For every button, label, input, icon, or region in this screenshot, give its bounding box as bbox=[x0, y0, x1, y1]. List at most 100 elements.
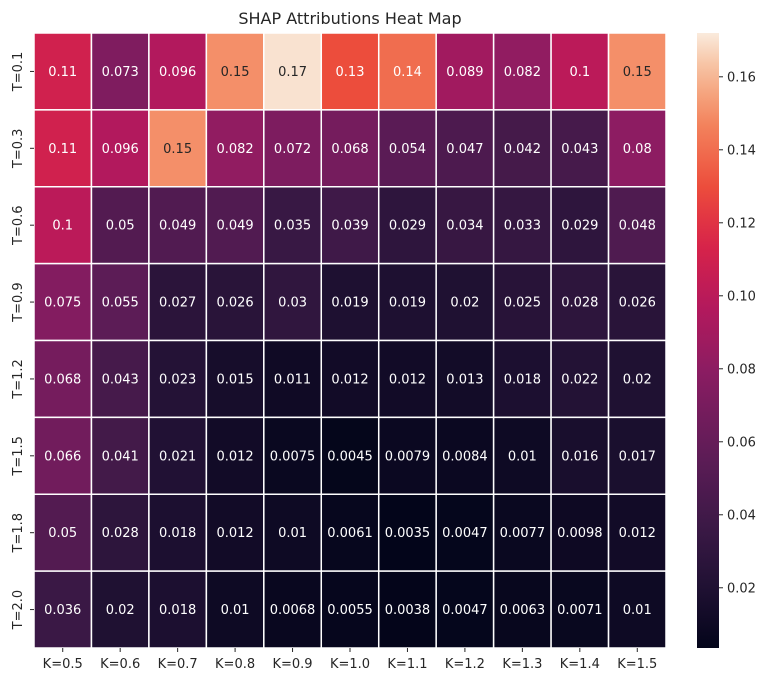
cell-value-label: 0.017 bbox=[619, 449, 656, 464]
heatmap-cell bbox=[492, 339, 552, 419]
heatmap-cell bbox=[377, 262, 437, 342]
cell-value-label: 0.0084 bbox=[442, 449, 488, 464]
heatmap-cell bbox=[205, 570, 265, 649]
y-tick-label: T=0.3 bbox=[11, 129, 26, 170]
cell-value-label: 0.02 bbox=[106, 603, 135, 618]
x-tick-label: K=0.5 bbox=[43, 657, 83, 672]
cell-value-label: 0.029 bbox=[561, 219, 598, 234]
colorbar: 0.02 0.04 0.06 0.08 0.10 0.12 0.14 0.16 bbox=[697, 33, 756, 648]
cell-value-label: 0.068 bbox=[331, 142, 368, 157]
cell-value-label: 0.039 bbox=[331, 219, 368, 234]
heatmap-cell bbox=[33, 32, 93, 111]
cell-value-label: 0.15 bbox=[623, 65, 652, 80]
cell-value-label: 0.019 bbox=[389, 296, 426, 311]
x-tick-label: K=1.5 bbox=[617, 657, 657, 672]
heatmap-cell bbox=[148, 339, 208, 419]
cell-value-label: 0.0047 bbox=[442, 526, 488, 541]
cell-value-label: 0.072 bbox=[274, 142, 311, 157]
cell-value-label: 0.096 bbox=[102, 142, 139, 157]
x-tick-label: K=1.2 bbox=[445, 657, 485, 672]
cell-value-label: 0.05 bbox=[106, 219, 135, 234]
heatmap-cell bbox=[377, 493, 437, 572]
y-tick-label: T=1.2 bbox=[11, 359, 26, 400]
heatmap-cell bbox=[607, 339, 667, 419]
cell-value-label: 0.0045 bbox=[327, 449, 373, 464]
x-tick-label: K=0.6 bbox=[100, 657, 140, 672]
heatmap-cell bbox=[492, 493, 552, 572]
cell-value-label: 0.034 bbox=[446, 219, 483, 234]
colorbar-tick-label: 0.02 bbox=[727, 581, 756, 596]
cell-value-label: 0.01 bbox=[221, 603, 250, 618]
heatmap-cell bbox=[263, 339, 323, 419]
cell-value-label: 0.11 bbox=[48, 142, 77, 157]
heatmap-cell bbox=[607, 262, 667, 342]
cell-value-label: 0.03 bbox=[278, 296, 307, 311]
heatmap-cell bbox=[550, 493, 610, 572]
cell-value-label: 0.028 bbox=[561, 296, 598, 311]
cell-value-label: 0.096 bbox=[159, 65, 196, 80]
cell-value-label: 0.0035 bbox=[385, 526, 431, 541]
cell-value-label: 0.089 bbox=[446, 65, 483, 80]
cell-value-label: 0.018 bbox=[504, 372, 541, 387]
x-tick-label: K=1.4 bbox=[560, 657, 600, 672]
heatmap-cell bbox=[377, 339, 437, 419]
heatmap-cell bbox=[320, 570, 380, 649]
cell-value-label: 0.0079 bbox=[385, 449, 431, 464]
cell-value-label: 0.019 bbox=[331, 296, 368, 311]
heatmap-cell bbox=[90, 32, 150, 111]
cell-value-label: 0.013 bbox=[446, 372, 483, 387]
cell-value-label: 0.01 bbox=[278, 526, 307, 541]
x-tick-label: K=1.0 bbox=[330, 657, 370, 672]
cell-value-label: 0.15 bbox=[221, 65, 250, 80]
cell-value-label: 0.012 bbox=[389, 372, 426, 387]
cell-value-label: 0.02 bbox=[450, 296, 479, 311]
x-tick-label: K=0.8 bbox=[215, 657, 255, 672]
cell-value-label: 0.0061 bbox=[327, 526, 373, 541]
cell-value-label: 0.02 bbox=[623, 372, 652, 387]
heatmap-cell bbox=[90, 339, 150, 419]
colorbar-tick-label: 0.06 bbox=[727, 435, 756, 450]
colorbar-tick-label: 0.12 bbox=[727, 216, 756, 231]
cell-value-label: 0.08 bbox=[623, 142, 652, 157]
heatmap-cell bbox=[607, 493, 667, 572]
heatmap-cell bbox=[33, 186, 93, 265]
y-tick-label: T=0.9 bbox=[11, 282, 26, 323]
cell-value-label: 0.026 bbox=[216, 296, 253, 311]
colorbar-tick-label: 0.08 bbox=[727, 362, 756, 377]
heatmap-cell bbox=[263, 186, 323, 265]
heatmap-cell bbox=[205, 262, 265, 342]
heatmap-cell bbox=[320, 32, 380, 111]
heatmap-cells: 0.11 0.073 0.096 0.15 0.17 0.13 0.14 0.089 0.082… bbox=[33, 32, 667, 649]
heatmap-cell bbox=[148, 109, 208, 188]
heatmap-cell bbox=[90, 493, 150, 572]
cell-value-label: 0.082 bbox=[504, 65, 541, 80]
cell-value-label: 0.15 bbox=[163, 142, 192, 157]
cell-value-label: 0.012 bbox=[331, 372, 368, 387]
heatmap-cell bbox=[377, 186, 437, 265]
cell-value-label: 0.021 bbox=[159, 449, 196, 464]
heatmap-cell bbox=[320, 262, 380, 342]
heatmap-cell bbox=[148, 493, 208, 572]
cell-value-label: 0.048 bbox=[619, 219, 656, 234]
y-tick-label: T=0.6 bbox=[11, 205, 26, 246]
cell-value-label: 0.043 bbox=[102, 372, 139, 387]
cell-value-label: 0.0063 bbox=[500, 603, 546, 618]
heatmap-cell bbox=[320, 339, 380, 419]
y-tick-label: T=0.1 bbox=[11, 52, 26, 93]
cell-value-label: 0.033 bbox=[504, 219, 541, 234]
heatmap-cell bbox=[607, 416, 667, 495]
cell-value-label: 0.05 bbox=[48, 526, 77, 541]
cell-value-label: 0.043 bbox=[561, 142, 598, 157]
heatmap-cell bbox=[607, 570, 667, 649]
heatmap-cell bbox=[435, 570, 495, 649]
y-tick-label: T=2.0 bbox=[11, 590, 26, 631]
heatmap-cell bbox=[33, 493, 93, 572]
heatmap-cell bbox=[320, 416, 380, 495]
heatmap-cell bbox=[205, 339, 265, 419]
cell-value-label: 0.01 bbox=[508, 449, 537, 464]
cell-value-label: 0.0075 bbox=[270, 449, 316, 464]
cell-value-label: 0.1 bbox=[569, 65, 590, 80]
cell-value-label: 0.035 bbox=[274, 219, 311, 234]
cell-value-label: 0.022 bbox=[561, 372, 598, 387]
